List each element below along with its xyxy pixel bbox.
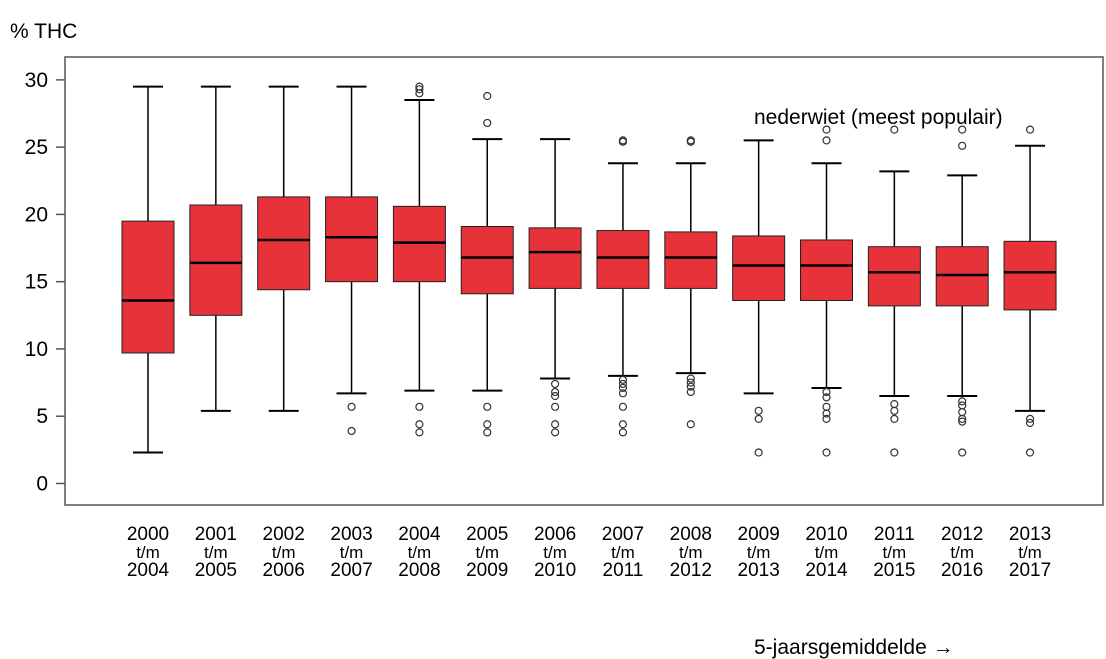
- x-tick-label: 2009 t/m 2013: [738, 524, 780, 581]
- outlier: [822, 414, 831, 423]
- outlier: [415, 89, 424, 98]
- outlier: [754, 414, 763, 423]
- outlier: [686, 378, 695, 387]
- outlier: [483, 118, 492, 128]
- x-tick-label: 2013 t/m 2017: [1009, 524, 1051, 581]
- outlier: [550, 428, 560, 437]
- outlier: [618, 428, 628, 437]
- x-tick-label: 2003 t/m 2007: [330, 524, 372, 581]
- box: [325, 196, 379, 283]
- outlier: [415, 85, 424, 94]
- y-tick-label: 25: [25, 136, 48, 159]
- y-axis-label: % THC: [10, 20, 77, 43]
- x-tick-label: 2011 t/m 2015: [873, 524, 915, 581]
- outlier: [890, 406, 899, 415]
- outlier: [1025, 414, 1035, 423]
- outlier: [890, 125, 899, 134]
- outlier: [958, 448, 967, 457]
- outlier: [618, 389, 628, 398]
- y-tick-label: 15: [25, 271, 48, 294]
- outlier: [822, 387, 831, 397]
- box: [257, 196, 311, 291]
- outlier: [550, 391, 560, 401]
- outlier: [958, 408, 967, 417]
- outlier: [1025, 418, 1035, 428]
- outlier: [550, 402, 560, 411]
- outlier: [483, 420, 492, 429]
- outlier: [754, 448, 763, 457]
- outlier: [1025, 125, 1035, 134]
- outlier: [618, 375, 628, 384]
- y-tick-label: 5: [36, 405, 48, 428]
- outlier: [822, 448, 831, 457]
- outlier: [550, 379, 560, 389]
- outlier: [822, 402, 831, 411]
- box: [664, 231, 718, 289]
- outlier: [550, 420, 560, 429]
- outlier: [958, 141, 967, 150]
- outlier: [686, 387, 695, 397]
- box: [528, 227, 582, 289]
- outlier: [958, 125, 967, 134]
- box: [1003, 240, 1057, 311]
- outlier: [958, 397, 967, 406]
- box: [460, 226, 514, 295]
- outlier: [822, 409, 831, 418]
- outlier: [415, 420, 424, 429]
- outlier: [415, 428, 424, 437]
- outlier: [618, 402, 628, 411]
- box: [732, 235, 786, 302]
- box: [935, 246, 989, 307]
- outlier: [822, 136, 831, 145]
- x-tick-label: 2000 t/m 2004: [127, 524, 170, 581]
- outlier: [890, 448, 899, 457]
- y-tick-label: 20: [25, 203, 48, 226]
- box: [189, 204, 243, 316]
- outlier: [822, 393, 831, 402]
- outlier: [347, 402, 356, 411]
- x-tick-label: 2001 t/m 2005: [195, 524, 237, 581]
- outlier: [550, 387, 560, 397]
- outlier: [958, 414, 967, 423]
- annotation: nederwiet (meest populair): [754, 106, 1003, 129]
- x-tick-label: 2002 t/m 2006: [263, 524, 305, 581]
- outlier: [822, 125, 831, 134]
- outlier: [958, 417, 967, 426]
- outlier: [618, 379, 628, 389]
- outlier: [618, 383, 628, 393]
- outlier: [618, 420, 628, 429]
- outlier: [415, 402, 424, 411]
- box: [392, 205, 446, 283]
- outlier: [483, 91, 492, 101]
- x-tick-label: 2008 t/m 2012: [670, 524, 712, 581]
- outlier: [890, 399, 899, 409]
- x-tick-label: 2010 t/m 2014: [805, 524, 848, 581]
- outlier: [618, 137, 628, 146]
- y-tick-label: 30: [25, 69, 48, 92]
- x-tick-label: 2012 t/m 2016: [941, 524, 983, 581]
- x-axis-label: 5-jaarsgemiddelde →: [754, 636, 954, 659]
- outlier: [686, 374, 695, 383]
- outlier: [1025, 448, 1035, 457]
- outlier: [347, 426, 356, 436]
- x-tick-label: 2005 t/m 2009: [466, 524, 508, 581]
- box: [596, 230, 650, 289]
- outlier: [754, 406, 763, 415]
- x-tick-label: 2006 t/m 2010: [534, 524, 576, 581]
- outlier: [686, 382, 695, 391]
- box: [867, 246, 921, 307]
- x-tick-label: 2004 t/m 2008: [398, 524, 441, 581]
- outlier: [483, 428, 492, 437]
- box: [121, 220, 175, 354]
- outlier: [483, 402, 492, 411]
- outlier: [890, 414, 899, 423]
- outlier: [686, 137, 695, 146]
- x-tick-label: 2007 t/m 2011: [602, 524, 644, 581]
- y-tick-label: 0: [36, 472, 48, 495]
- box: [800, 239, 853, 302]
- y-tick-label: 10: [25, 338, 48, 361]
- outlier: [686, 420, 695, 429]
